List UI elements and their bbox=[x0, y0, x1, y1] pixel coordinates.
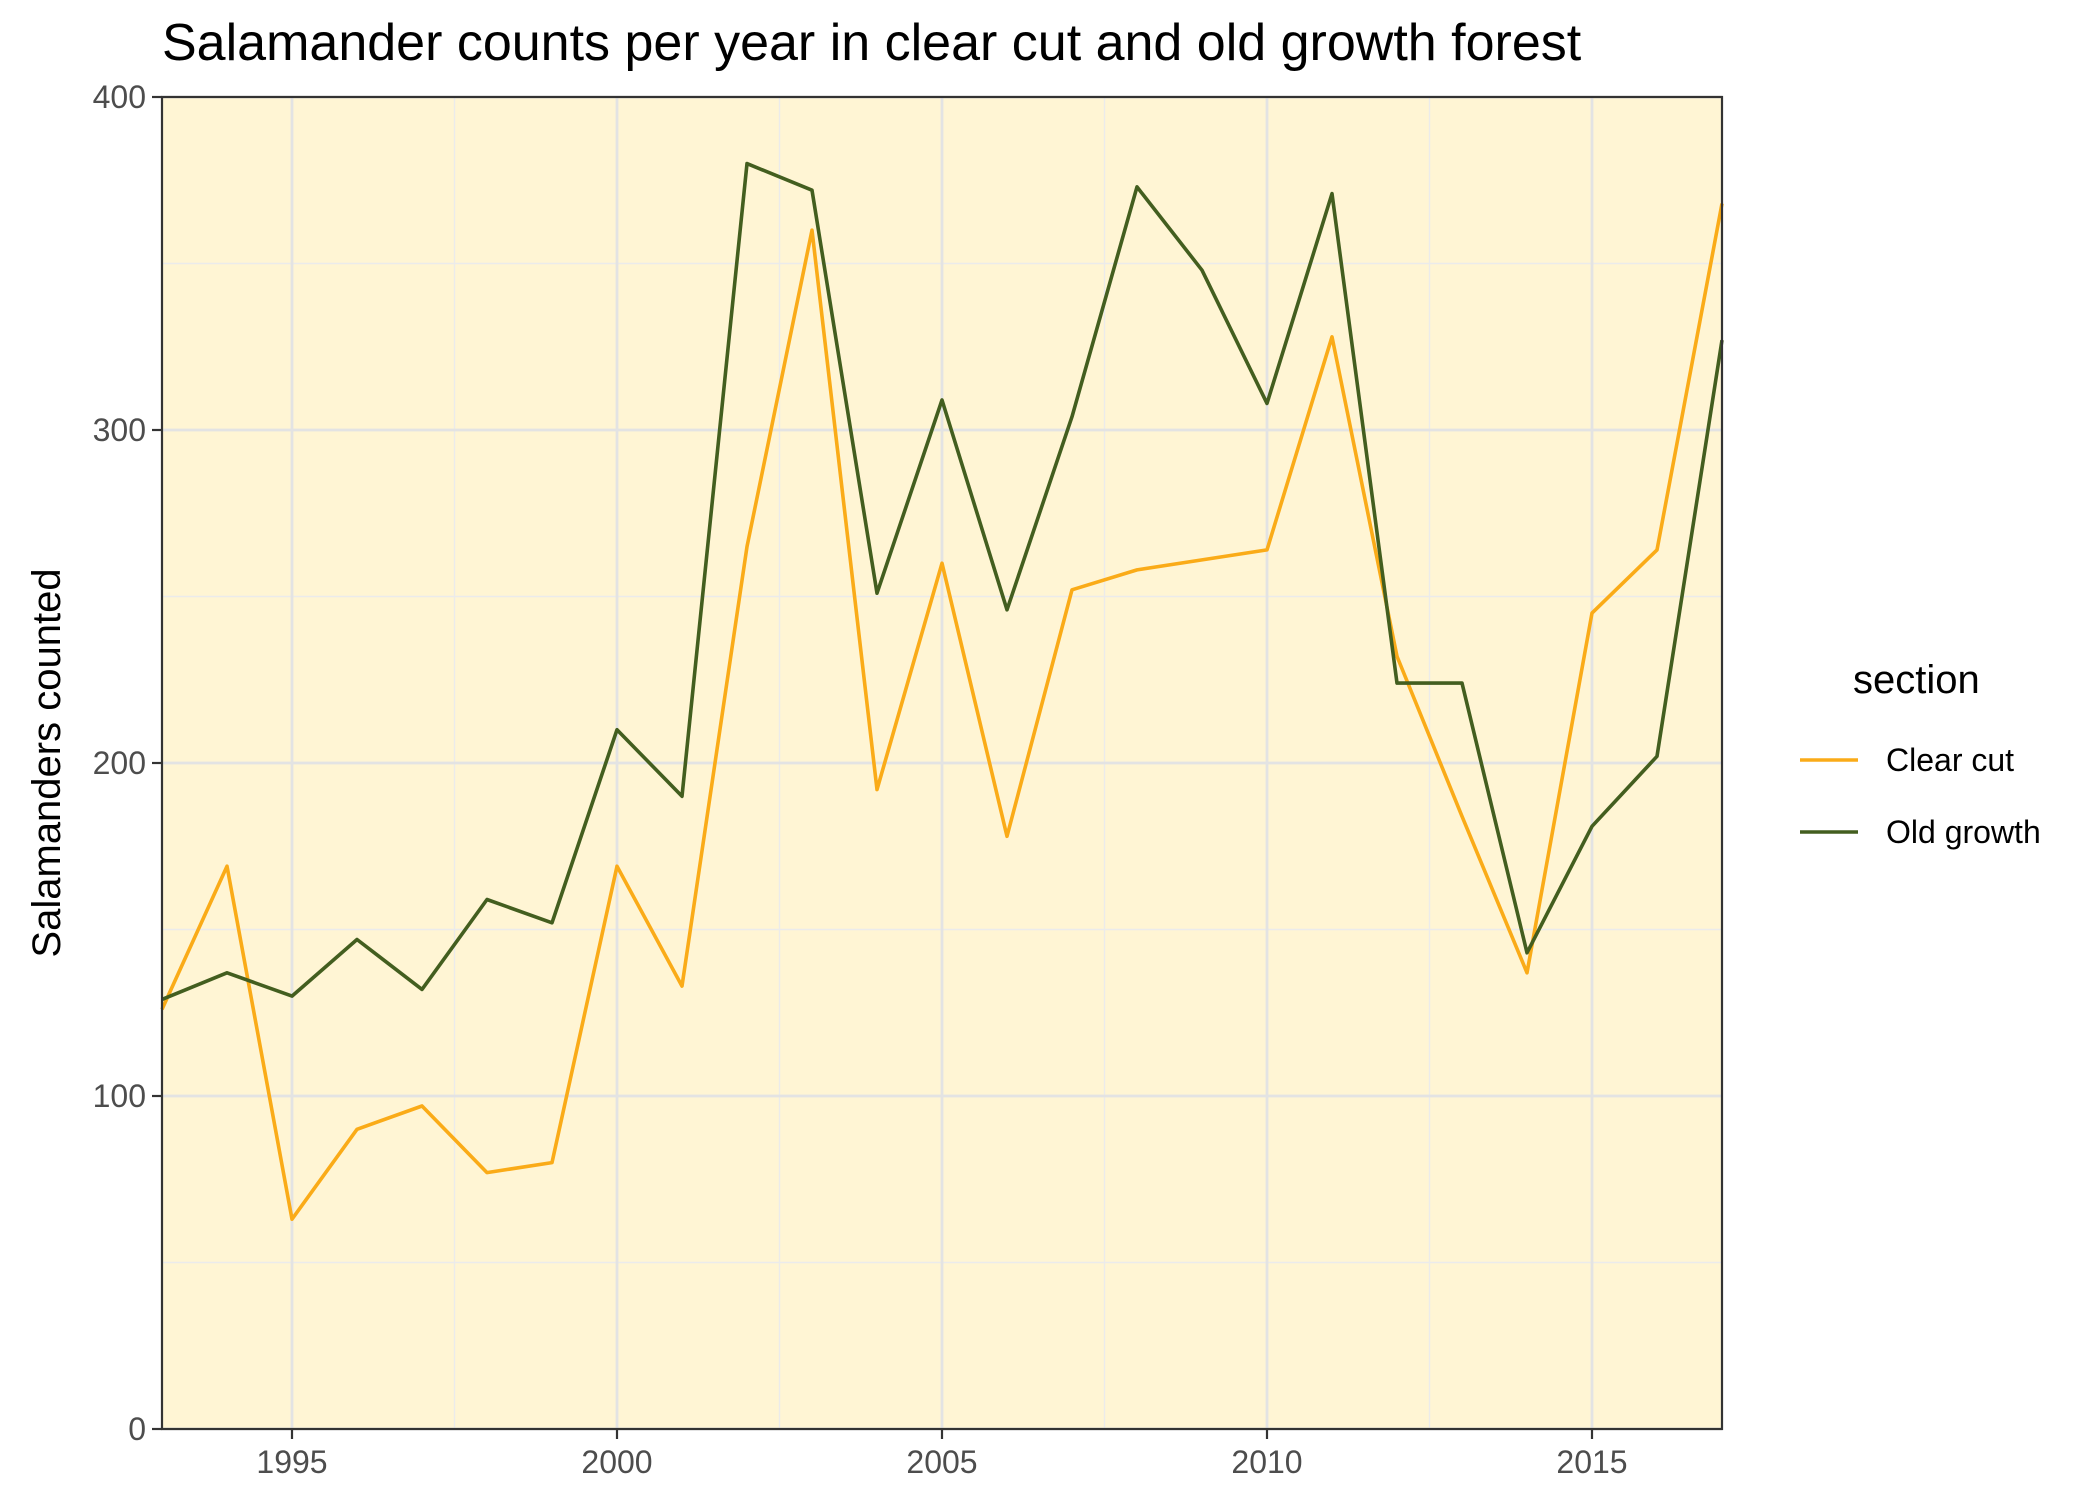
series-lines bbox=[160, 161, 1724, 1221]
y-axis: 0 100 200 300 400 bbox=[93, 79, 162, 1447]
y-tick-label: 200 bbox=[93, 745, 146, 781]
legend-item: Old growth bbox=[1800, 814, 2041, 850]
y-tick-label: 100 bbox=[93, 1078, 146, 1114]
series-line-old-growth bbox=[161, 161, 1724, 1002]
x-tick-label: 1995 bbox=[256, 1444, 327, 1480]
x-tick-label: 2000 bbox=[581, 1444, 652, 1480]
legend-label: Clear cut bbox=[1886, 742, 2014, 778]
legend: section Clear cut Old growth bbox=[1800, 658, 2041, 850]
x-tick-label: 2010 bbox=[1231, 1444, 1302, 1480]
legend-items: Clear cut Old growth bbox=[1800, 742, 2041, 850]
plot-panel bbox=[160, 95, 1724, 1431]
x-tick-label: 2015 bbox=[1556, 1444, 1627, 1480]
x-tick-label: 2005 bbox=[906, 1444, 977, 1480]
y-tick-label: 400 bbox=[93, 79, 146, 115]
y-axis-title: Salamanders counted bbox=[25, 568, 69, 957]
legend-title: section bbox=[1853, 658, 1980, 702]
legend-item: Clear cut bbox=[1800, 742, 2014, 778]
legend-label: Old growth bbox=[1886, 814, 2041, 850]
chart-title: Salamander counts per year in clear cut … bbox=[162, 14, 1582, 72]
series-line-clear-cut bbox=[160, 203, 1724, 1221]
y-tick-label: 0 bbox=[128, 1411, 146, 1447]
x-axis: 1995 2000 2005 2010 2015 bbox=[256, 1429, 1628, 1480]
y-tick-label: 300 bbox=[93, 412, 146, 448]
